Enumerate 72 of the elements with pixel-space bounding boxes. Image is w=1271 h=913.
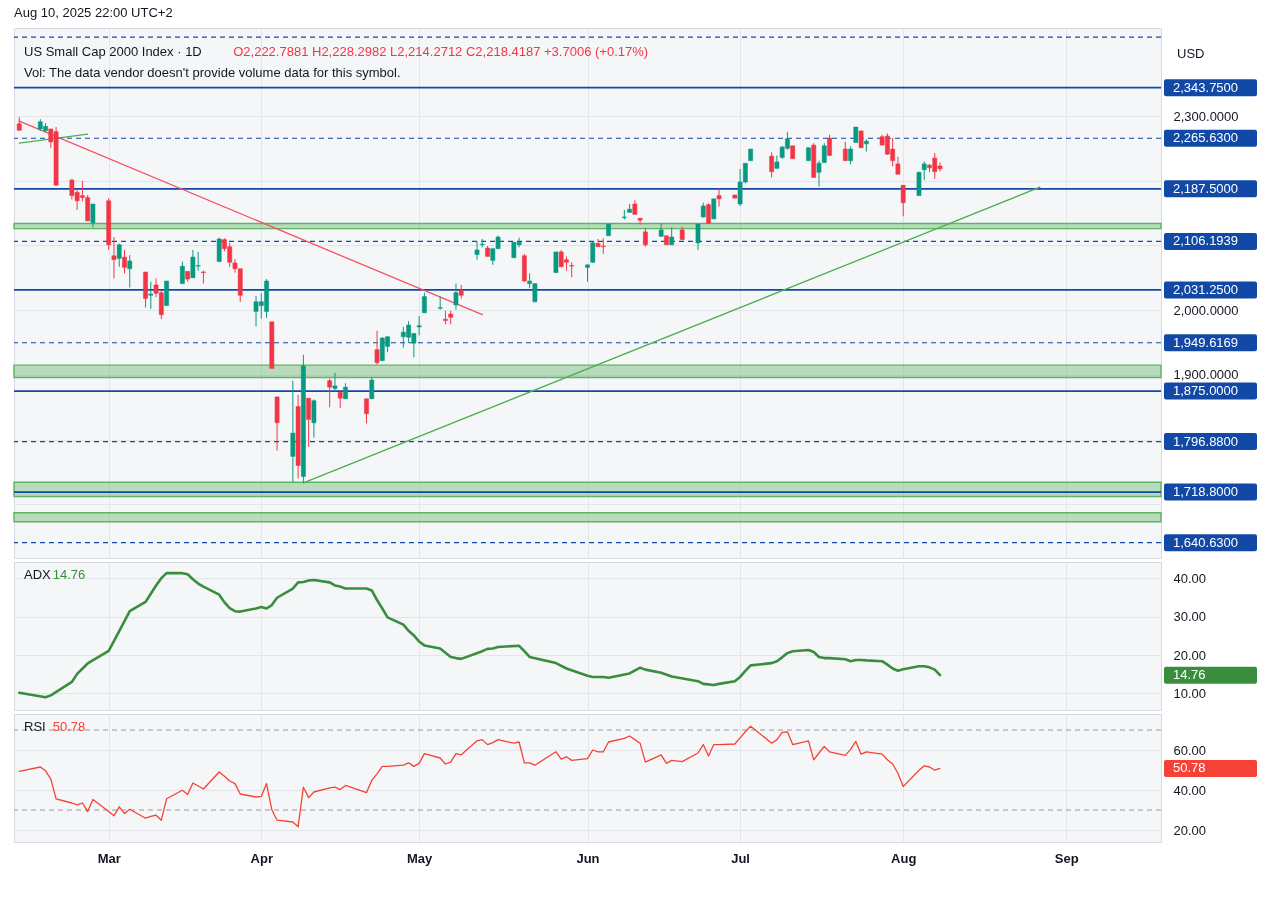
candlestick — [327, 378, 333, 408]
y-axis-title: USD — [1177, 46, 1205, 61]
candlestick — [769, 151, 774, 178]
annotation: 50.78 — [52, 719, 86, 734]
text: 14.76 — [1173, 667, 1206, 683]
candlestick — [474, 241, 480, 261]
candlestick — [311, 398, 317, 439]
candlestick — [116, 242, 122, 268]
candlestick — [453, 283, 459, 310]
candlestick — [816, 160, 822, 188]
line-series — [17, 571, 942, 699]
text: ADX — [24, 567, 52, 582]
candlestick — [553, 251, 559, 274]
candlestick — [306, 397, 311, 448]
x-tick-label: May — [406, 850, 434, 866]
candlestick — [369, 376, 375, 400]
text: Vol: The data vendor doesn't provide volume data for this symbol. — [24, 65, 401, 80]
text: RSI — [24, 719, 46, 734]
candlestick — [643, 227, 648, 248]
candlestick — [374, 330, 380, 366]
text: 50.78 — [1173, 760, 1206, 776]
y-tick-label: 30.00 — [1173, 609, 1207, 625]
x-tick-label: Aug — [891, 850, 917, 866]
ref-line-label: 2,265.6300 — [1173, 130, 1239, 146]
candlestick — [637, 217, 643, 226]
ref-line-label: 2,187.5000 — [1173, 180, 1239, 196]
annotation: 14.76 — [52, 567, 86, 582]
candlestick — [695, 223, 701, 251]
candlestick — [821, 142, 827, 164]
candlestick — [716, 187, 722, 208]
y-tick-label: 2,300.0000 — [1173, 108, 1239, 124]
ref-line-label: 2,031.2500 — [1173, 281, 1239, 297]
candlestick — [900, 184, 906, 217]
candlestick — [364, 398, 369, 424]
candlestick — [180, 261, 185, 285]
y-tick-label: 2,000.0000 — [1173, 302, 1239, 318]
x-tick-label: Sep — [1054, 850, 1079, 866]
candlestick — [148, 281, 154, 310]
x-tick-label: Apr — [250, 850, 273, 866]
y-tick-label: 40.00 — [1173, 782, 1207, 798]
text: Aug 10, 2025 22:00 UTC+2 — [14, 5, 173, 20]
x-tick-label: Jun — [576, 850, 600, 866]
y-tick-label: 20.00 — [1173, 647, 1207, 663]
candlestick — [921, 160, 927, 181]
x-tick-label: Mar — [97, 850, 121, 866]
candlestick — [842, 141, 848, 162]
ref-line-label: 1,796.8800 — [1173, 433, 1239, 449]
candlestick — [332, 372, 338, 393]
ref-line-label: 1,718.8000 — [1173, 484, 1239, 500]
ref-line-label: 1,949.6169 — [1173, 334, 1239, 350]
candlestick — [111, 236, 117, 279]
candlestick — [90, 203, 96, 228]
x-tick-label: Jul — [731, 850, 750, 866]
annotation: O2,222.7881 H2,228.2982 L2,214.2712 C2,218.4187 +3.7006 (+0.17%) — [233, 44, 649, 59]
candlestick — [127, 254, 133, 288]
y-tick-label: 1,900.0000 — [1173, 367, 1239, 383]
y-tick-label: 60.00 — [1173, 742, 1207, 758]
candlestick — [711, 198, 717, 220]
ref-line-label: 1,640.6300 — [1173, 534, 1239, 550]
candlestick — [827, 134, 832, 156]
text: US Small Cap 2000 Index · 1D — [24, 44, 202, 59]
y-tick-label: 40.00 — [1173, 570, 1207, 586]
ref-line-label: 2,106.1939 — [1173, 233, 1239, 249]
ref-line-label: 2,343.7500 — [1173, 79, 1239, 95]
candlestick — [422, 292, 427, 314]
ref-line-label: 1,875.0000 — [1173, 383, 1239, 399]
candlestick — [706, 202, 711, 224]
y-tick-label: 10.00 — [1173, 685, 1207, 701]
candlestick — [290, 380, 296, 483]
candlestick — [848, 145, 853, 166]
candlestick — [122, 249, 127, 274]
y-tick-label: 20.00 — [1173, 822, 1207, 838]
